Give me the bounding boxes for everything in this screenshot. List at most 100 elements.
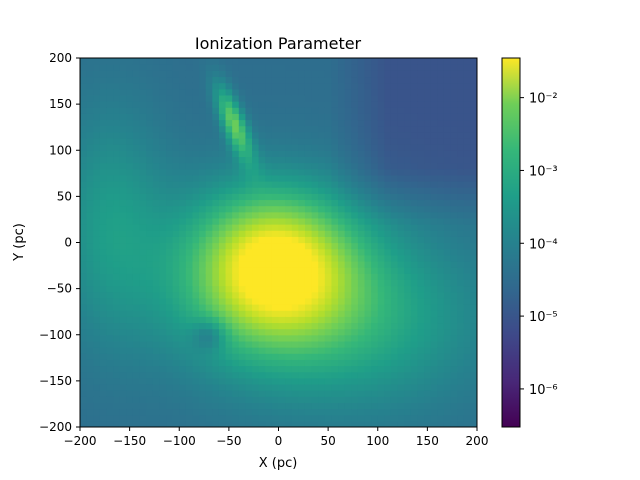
heatmap-cell bbox=[291, 125, 299, 133]
heatmap-cell bbox=[291, 217, 299, 225]
heatmap-cell bbox=[377, 347, 385, 354]
heatmap-cell bbox=[430, 76, 438, 84]
heatmap-cell bbox=[437, 260, 445, 268]
heatmap-cell bbox=[304, 383, 313, 391]
heatmap-cell bbox=[139, 316, 147, 324]
heatmap-cell bbox=[410, 76, 419, 84]
heatmap-cell bbox=[298, 88, 306, 96]
heatmap-cell bbox=[166, 119, 174, 127]
heatmap-cell bbox=[199, 371, 207, 379]
heatmap-cell bbox=[86, 396, 94, 403]
heatmap-cell bbox=[126, 390, 134, 397]
heatmap-cell bbox=[424, 211, 432, 219]
heatmap-cell bbox=[152, 402, 160, 410]
heatmap-cell bbox=[463, 316, 471, 324]
heatmap-cell bbox=[225, 285, 233, 293]
heatmap-cell bbox=[106, 273, 114, 280]
heatmap-cell bbox=[86, 377, 94, 385]
heatmap-cell bbox=[390, 248, 399, 256]
heatmap-cell bbox=[371, 76, 379, 84]
heatmap-cell bbox=[86, 248, 94, 256]
heatmap-cell bbox=[443, 125, 452, 133]
heatmap-cell bbox=[258, 193, 266, 201]
heatmap-cell bbox=[106, 248, 114, 256]
heatmap-cell bbox=[232, 64, 240, 71]
heatmap-cell bbox=[99, 371, 108, 379]
heatmap-cell bbox=[252, 260, 260, 268]
heatmap-cell bbox=[424, 353, 432, 360]
heatmap-cell bbox=[338, 279, 346, 287]
heatmap-cell bbox=[126, 224, 134, 231]
heatmap-cell bbox=[271, 199, 280, 207]
heatmap-cell bbox=[377, 174, 385, 182]
heatmap-cell bbox=[364, 64, 372, 71]
heatmap-cell bbox=[80, 328, 88, 336]
heatmap-cell bbox=[132, 64, 141, 71]
heatmap-cell bbox=[93, 260, 101, 268]
heatmap-cell bbox=[371, 131, 379, 139]
heatmap-cell bbox=[285, 199, 293, 207]
heatmap-cell bbox=[192, 211, 200, 219]
heatmap-cell bbox=[172, 297, 180, 305]
heatmap-cell bbox=[99, 101, 108, 108]
heatmap-cell bbox=[364, 260, 372, 268]
heatmap-cell bbox=[430, 168, 438, 176]
heatmap-cell bbox=[344, 224, 352, 231]
heatmap-cell bbox=[410, 144, 419, 151]
heatmap-cell bbox=[139, 236, 147, 244]
heatmap-cell bbox=[232, 242, 240, 250]
heatmap-cell bbox=[410, 316, 419, 324]
heatmap-cell bbox=[443, 193, 452, 201]
heatmap-cell bbox=[397, 420, 405, 427]
heatmap-cell bbox=[126, 310, 134, 317]
heatmap-cell bbox=[106, 297, 114, 305]
heatmap-cell bbox=[119, 58, 127, 65]
heatmap-cell bbox=[304, 174, 313, 182]
heatmap-cell bbox=[311, 107, 319, 114]
heatmap-cell bbox=[119, 242, 127, 250]
heatmap-cell bbox=[344, 396, 352, 403]
heatmap-cell bbox=[252, 131, 260, 139]
heatmap-cell bbox=[410, 377, 419, 385]
heatmap-cell bbox=[463, 297, 471, 305]
heatmap-cell bbox=[357, 187, 366, 194]
heatmap-cell bbox=[338, 322, 346, 330]
heatmap-cell bbox=[218, 156, 227, 164]
heatmap-cell bbox=[139, 205, 147, 213]
heatmap-cell bbox=[113, 217, 121, 225]
heatmap-cell bbox=[371, 199, 379, 207]
heatmap-cell bbox=[457, 242, 465, 250]
heatmap-cell bbox=[146, 88, 154, 96]
heatmap-cell bbox=[397, 371, 405, 379]
heatmap-cell bbox=[245, 273, 253, 280]
heatmap-cell bbox=[364, 58, 372, 65]
heatmap-cell bbox=[179, 211, 187, 219]
heatmap-cell bbox=[99, 248, 108, 256]
heatmap-cell bbox=[185, 193, 194, 201]
heatmap-cell bbox=[232, 70, 240, 78]
heatmap-cell bbox=[324, 125, 333, 133]
heatmap-cell bbox=[185, 334, 194, 342]
heatmap-cell bbox=[463, 340, 471, 348]
heatmap-cell bbox=[192, 396, 200, 403]
heatmap-cell bbox=[238, 420, 247, 427]
heatmap-cell bbox=[265, 217, 273, 225]
heatmap-cell bbox=[86, 168, 94, 176]
heatmap-cell bbox=[371, 193, 379, 201]
heatmap-cell bbox=[205, 242, 213, 250]
heatmap-cell bbox=[397, 174, 405, 182]
heatmap-cell bbox=[93, 236, 101, 244]
heatmap-cell bbox=[304, 125, 313, 133]
heatmap-cell bbox=[205, 230, 213, 237]
heatmap-cell bbox=[179, 156, 187, 164]
heatmap-cell bbox=[291, 328, 299, 336]
heatmap-cell bbox=[364, 217, 372, 225]
heatmap-cell bbox=[152, 285, 160, 293]
heatmap-cell bbox=[298, 353, 306, 360]
heatmap-cell bbox=[304, 58, 313, 65]
heatmap-cell bbox=[404, 70, 412, 78]
heatmap-cell bbox=[172, 199, 180, 207]
heatmap-cell bbox=[311, 297, 319, 305]
heatmap-cell bbox=[265, 273, 273, 280]
heatmap-cell bbox=[166, 316, 174, 324]
